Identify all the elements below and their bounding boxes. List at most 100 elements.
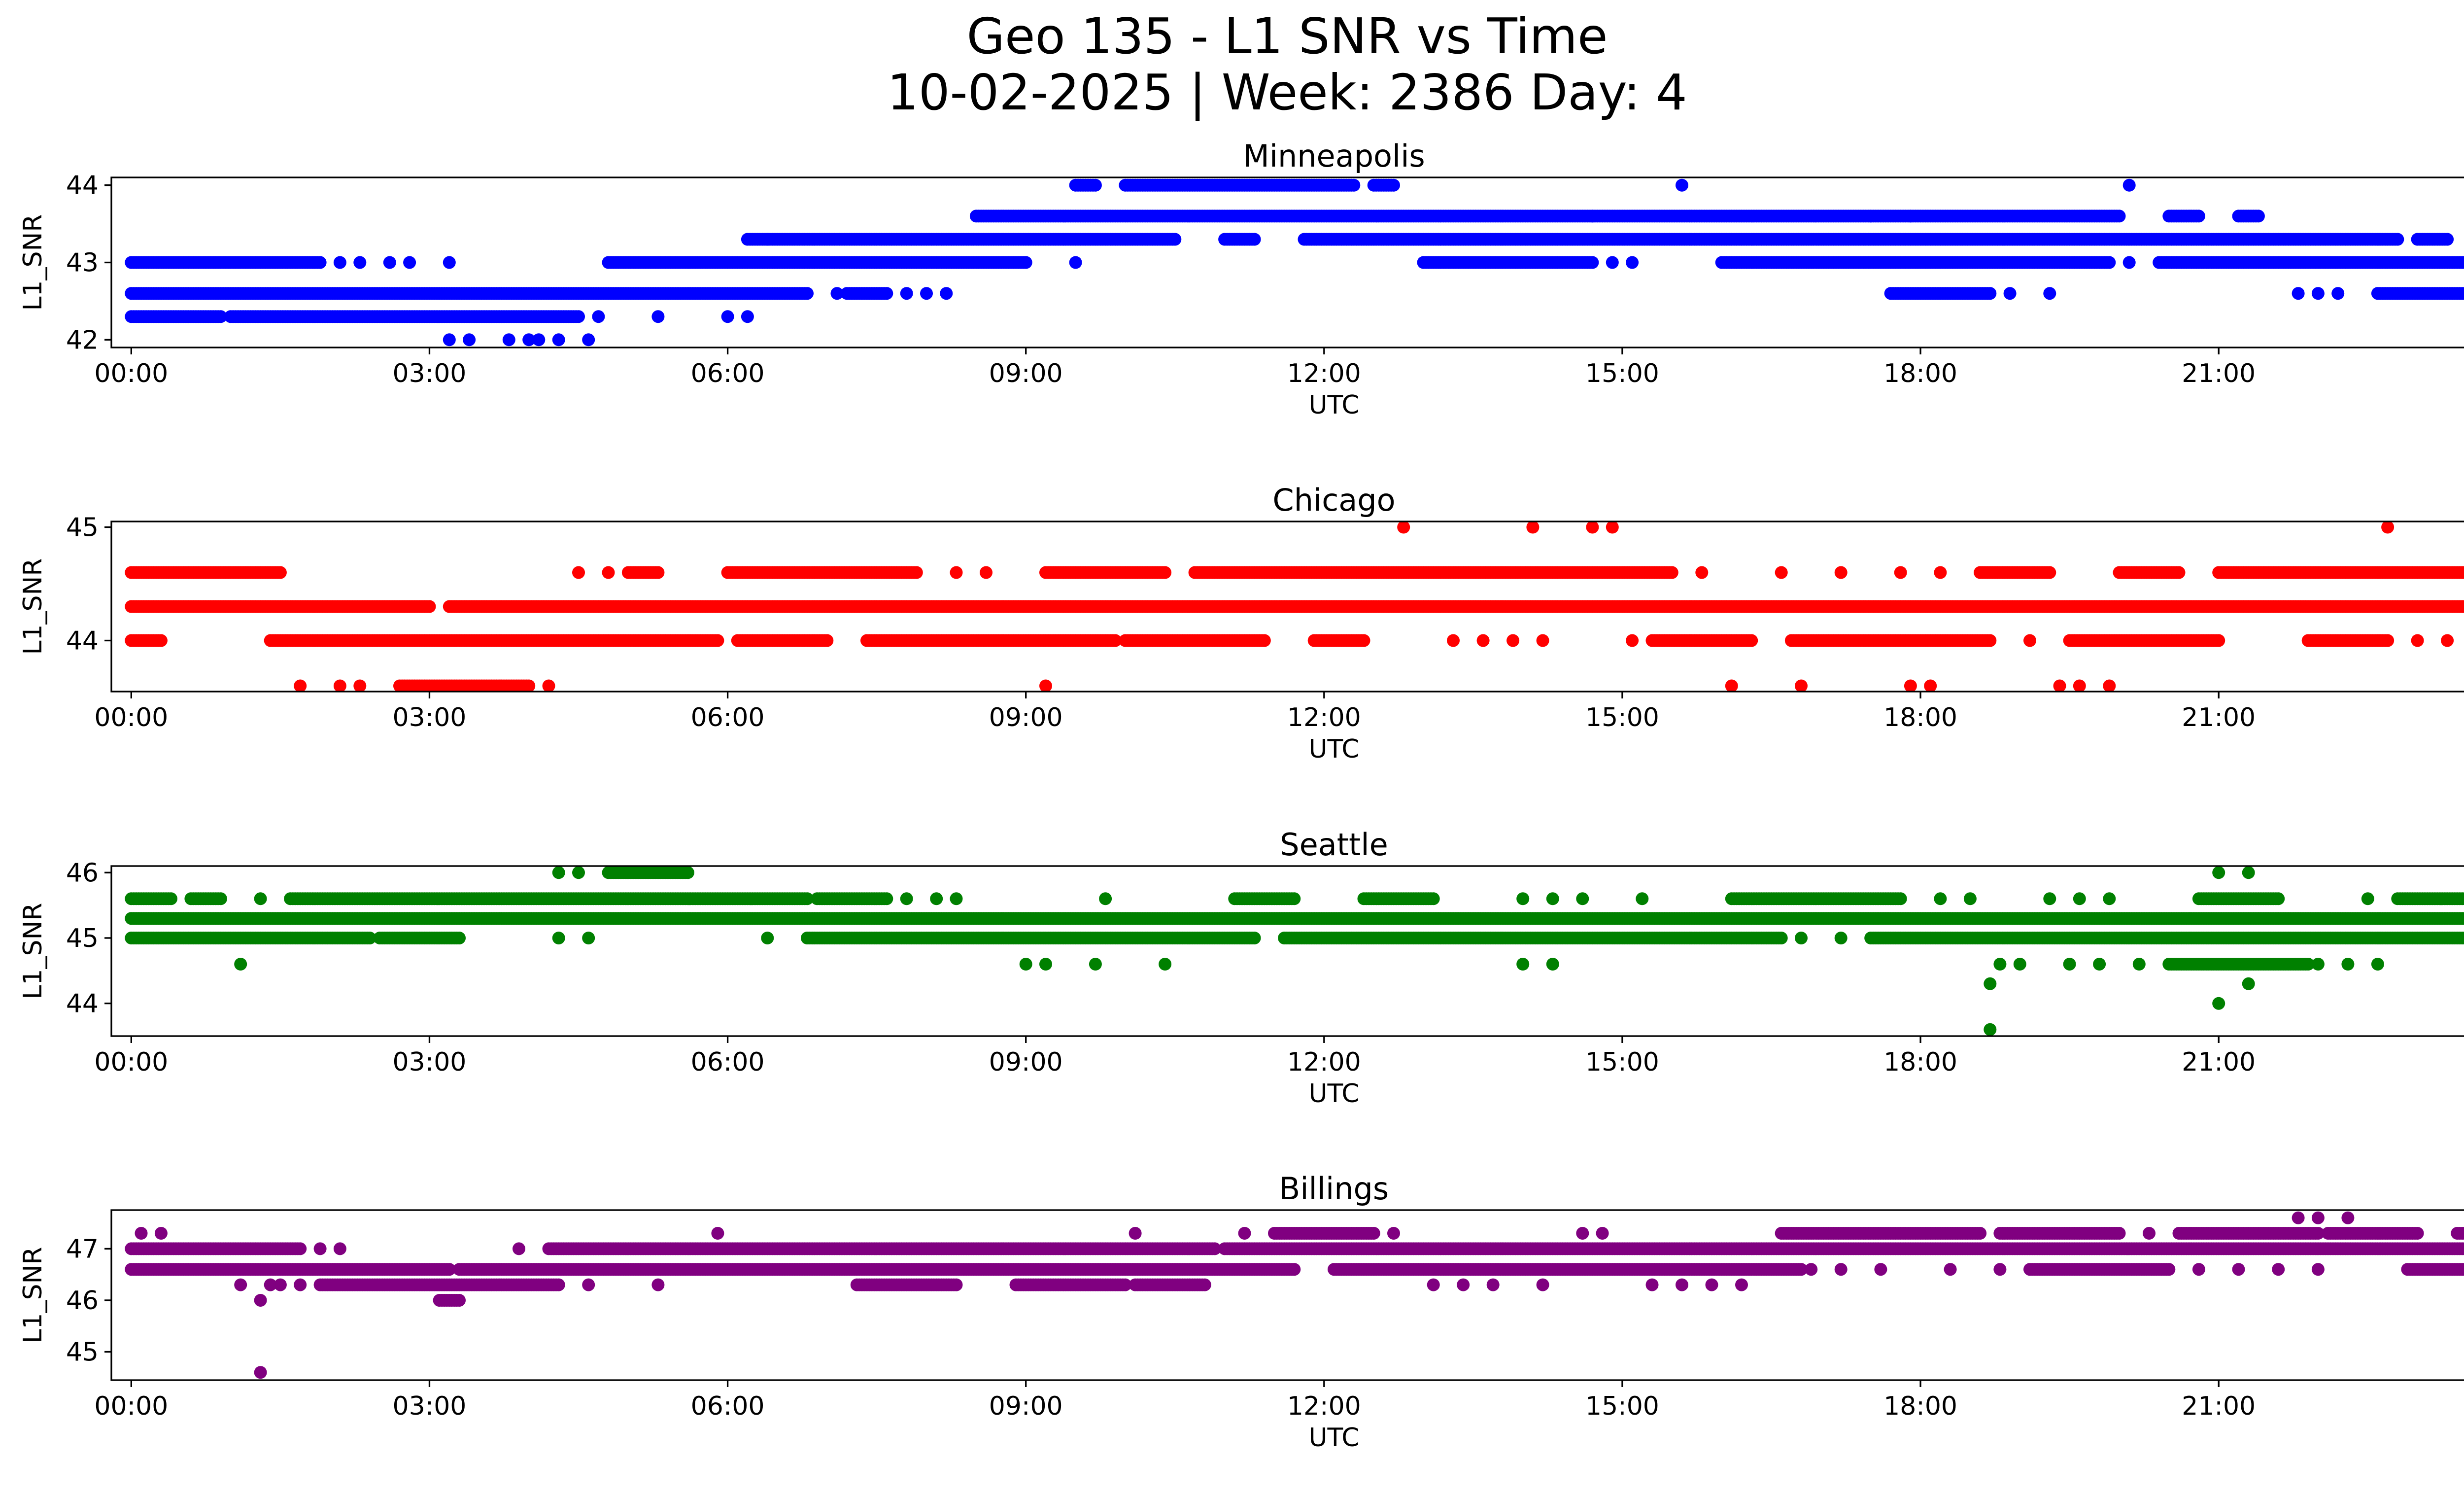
x-tick-label: 21:00 xyxy=(2182,359,2256,388)
data-point xyxy=(2292,287,2305,300)
data-point xyxy=(920,287,933,300)
data-point xyxy=(2103,256,2116,269)
data-point xyxy=(1258,634,1271,647)
x-tick-label: 15:00 xyxy=(1585,703,1659,732)
figure-title-line2: 10-02-2025 | Week: 2386 Day: 4 xyxy=(887,64,1687,121)
series xyxy=(125,178,2464,347)
data-point xyxy=(1904,679,1917,693)
data-point xyxy=(1725,679,1738,693)
data-point xyxy=(383,256,396,269)
data-point xyxy=(572,310,585,323)
x-tick-label: 21:00 xyxy=(2182,703,2256,732)
data-point xyxy=(1626,634,1639,647)
data-point xyxy=(651,310,665,323)
data-point xyxy=(1019,256,1032,269)
data-point xyxy=(214,892,227,905)
data-point xyxy=(552,866,565,879)
data-point xyxy=(443,333,456,347)
data-point xyxy=(353,679,367,693)
data-point xyxy=(1089,178,1102,192)
data-point xyxy=(1984,287,1997,300)
data-point xyxy=(910,566,923,579)
data-point xyxy=(463,333,476,347)
data-point xyxy=(950,566,963,579)
data-point xyxy=(522,679,536,693)
data-point xyxy=(1248,233,1261,246)
y-tick-label: 44 xyxy=(66,626,99,656)
data-point xyxy=(761,233,774,246)
data-point xyxy=(552,333,565,347)
series xyxy=(125,521,2464,693)
subplot-title: Chicago xyxy=(1272,482,1395,518)
x-tick-label: 03:00 xyxy=(393,359,467,388)
data-point xyxy=(2172,566,2186,579)
data-point xyxy=(880,287,893,300)
data-point xyxy=(1606,256,1619,269)
data-point xyxy=(1695,566,1709,579)
data-point xyxy=(821,634,834,647)
data-point xyxy=(2242,866,2255,879)
data-point xyxy=(1039,679,1052,693)
data-point xyxy=(333,256,346,269)
data-point xyxy=(2103,679,2116,693)
data-point xyxy=(582,333,595,347)
y-tick-label: 45 xyxy=(66,513,99,543)
data-point xyxy=(900,287,913,300)
data-point xyxy=(1476,634,1490,647)
data-point xyxy=(1984,634,1997,647)
data-point xyxy=(602,566,615,579)
data-point xyxy=(2113,209,2126,223)
data-point xyxy=(2212,866,2225,879)
data-point xyxy=(592,310,605,323)
data-point xyxy=(2311,287,2325,300)
data-point xyxy=(1626,256,1639,269)
data-point xyxy=(1894,566,1907,579)
data-point xyxy=(2381,634,2395,647)
x-tick-label: 06:00 xyxy=(691,703,765,732)
data-point xyxy=(1665,566,1678,579)
data-point xyxy=(2441,634,2454,647)
data-point xyxy=(423,600,436,613)
data-point xyxy=(1586,521,1599,534)
data-point xyxy=(940,287,953,300)
data-point xyxy=(2212,634,2225,647)
data-point xyxy=(1924,679,1937,693)
data-point xyxy=(741,310,754,323)
data-point xyxy=(333,679,346,693)
data-point xyxy=(681,866,694,879)
x-tick-label: 09:00 xyxy=(989,359,1063,388)
data-point xyxy=(165,892,177,905)
data-point xyxy=(1606,521,1619,534)
data-point xyxy=(651,566,665,579)
data-point xyxy=(2252,209,2265,223)
figure-title-line1: Geo 135 - L1 SNR vs Time xyxy=(967,7,1608,65)
y-tick-label: 42 xyxy=(66,325,99,355)
data-point xyxy=(2411,634,2424,647)
x-tick-label: 12:00 xyxy=(1287,703,1361,732)
data-point xyxy=(313,256,327,269)
data-point xyxy=(1795,679,1808,693)
data-point xyxy=(1745,634,1758,647)
x-tick-label: 15:00 xyxy=(1585,359,1659,388)
data-point xyxy=(443,256,456,269)
data-point xyxy=(1586,209,1599,223)
data-point xyxy=(1586,256,1599,269)
y-tick-label: 44 xyxy=(66,171,99,201)
data-point xyxy=(1159,566,1172,579)
data-point xyxy=(2331,287,2345,300)
data-point xyxy=(1387,178,1400,192)
data-point xyxy=(1775,566,1788,579)
data-point xyxy=(2381,521,2395,534)
x-tick-label: 06:00 xyxy=(691,359,765,388)
y-tick-label: 43 xyxy=(66,248,99,278)
data-point xyxy=(502,333,515,347)
data-point xyxy=(2073,679,2086,693)
data-point xyxy=(1357,634,1370,647)
data-point xyxy=(1506,634,1520,647)
data-point xyxy=(2053,679,2066,693)
